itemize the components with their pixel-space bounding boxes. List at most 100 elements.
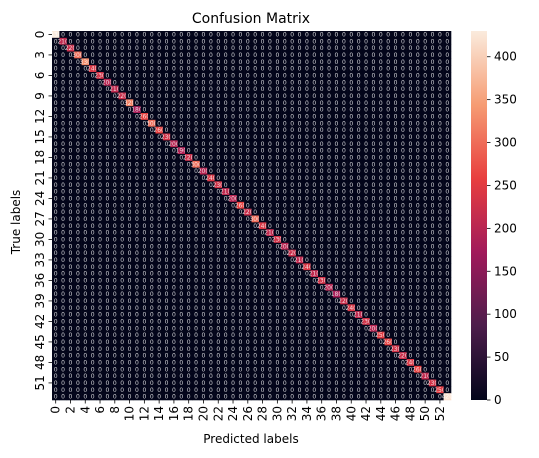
heatmap-cell <box>436 58 444 66</box>
cell-value: 0 <box>179 154 183 161</box>
cell-value: 0 <box>312 182 316 189</box>
heatmap-cell <box>421 31 430 39</box>
cell-value: 0 <box>312 52 316 59</box>
heatmap-cell <box>162 188 171 196</box>
cell-value: 0 <box>179 100 183 107</box>
cell-value: 0 <box>120 120 124 127</box>
cell-value: 0 <box>142 223 146 230</box>
heatmap-cell <box>229 236 238 244</box>
heatmap-cell <box>192 65 201 73</box>
cell-value: 0 <box>209 107 213 114</box>
cell-value: 0 <box>268 209 272 216</box>
heatmap-cell <box>148 37 156 45</box>
cell-value: 0 <box>76 223 80 230</box>
heatmap-cell <box>406 133 415 141</box>
cell-value: 0 <box>416 93 420 100</box>
cell-value: 0 <box>394 66 398 73</box>
cell-value: 0 <box>408 72 412 79</box>
heatmap-cell <box>428 160 437 168</box>
cell-value: 0 <box>120 79 124 86</box>
cell-value: 0 <box>261 45 265 52</box>
heatmap-cell <box>347 188 356 196</box>
cell-value: 0 <box>253 72 257 79</box>
heatmap-cell <box>377 174 385 182</box>
cell-value: 0 <box>408 161 412 168</box>
cell-value: 0 <box>120 66 124 73</box>
heatmap-cell <box>192 208 201 216</box>
heatmap-cell <box>229 188 238 196</box>
heatmap-cell <box>443 72 452 80</box>
heatmap-cell <box>96 160 105 168</box>
cell-value: 0 <box>150 66 154 73</box>
heatmap-cell <box>140 236 149 244</box>
heatmap-cell <box>310 167 319 175</box>
heatmap-cell <box>273 72 282 80</box>
cell-value: 0 <box>106 100 110 107</box>
heatmap-cell <box>443 154 452 162</box>
cell-value: 180 <box>131 107 143 114</box>
cell-value: 0 <box>202 175 206 182</box>
heatmap-cell <box>74 147 82 155</box>
heatmap-cell <box>347 65 356 73</box>
cell-value: 0 <box>83 168 87 175</box>
heatmap-cell <box>155 31 164 39</box>
heatmap-cell <box>347 160 356 168</box>
heatmap-cell <box>310 229 319 237</box>
heatmap-cell <box>207 181 215 189</box>
heatmap-cell <box>140 113 149 121</box>
cell-value: 0 <box>298 230 302 237</box>
heatmap-cell <box>74 37 82 45</box>
cell-value: 0 <box>290 223 294 230</box>
heatmap-cell <box>310 58 319 66</box>
cell-value: 0 <box>150 113 154 120</box>
cell-value: 0 <box>379 45 383 52</box>
cell-value: 0 <box>438 209 442 216</box>
cell-value: 0 <box>379 113 383 120</box>
cell-value: 0 <box>179 45 183 52</box>
heatmap-cell <box>406 167 415 175</box>
cell-value: 0 <box>401 141 405 148</box>
cell-value: 0 <box>283 148 287 155</box>
heatmap-cell <box>310 174 319 182</box>
cell-value: 0 <box>187 72 191 79</box>
cell-value: 0 <box>431 195 435 202</box>
heatmap-cell <box>111 58 119 66</box>
cell-value: 0 <box>106 230 110 237</box>
heatmap-cell <box>421 126 430 134</box>
heatmap-cell <box>266 195 274 203</box>
heatmap-cell <box>347 154 356 162</box>
heatmap-cell <box>295 208 304 216</box>
cell-value: 0 <box>394 86 398 93</box>
heatmap-cell <box>148 188 156 196</box>
cell-value: 0 <box>335 230 339 237</box>
cell-value: 0 <box>327 107 331 114</box>
heatmap-cell <box>103 72 112 80</box>
heatmap-cell <box>318 58 326 66</box>
cell-value: 0 <box>298 86 302 93</box>
cell-value: 0 <box>379 141 383 148</box>
cell-value: 0 <box>209 230 213 237</box>
heatmap-cell <box>251 229 260 237</box>
heatmap-cell <box>81 37 90 45</box>
cell-value: 0 <box>209 72 213 79</box>
heatmap-cell <box>170 31 178 39</box>
heatmap-cell <box>88 37 97 45</box>
heatmap-cell <box>273 31 282 39</box>
cell-value: 0 <box>305 216 309 223</box>
cell-value: 0 <box>54 72 58 79</box>
cell-value: 0 <box>142 134 146 141</box>
heatmap-cell <box>96 229 105 237</box>
cell-value: 0 <box>431 175 435 182</box>
heatmap-cell <box>133 229 141 237</box>
cell-value: 0 <box>157 189 161 196</box>
heatmap-cell <box>96 106 105 114</box>
cell-value: 260 <box>139 113 151 120</box>
cell-value: 0 <box>209 120 213 127</box>
cell-value: 0 <box>216 113 220 120</box>
heatmap-cell <box>258 229 267 237</box>
cell-value: 0 <box>120 202 124 209</box>
heatmap-cell <box>170 174 178 182</box>
cell-value: 0 <box>172 195 176 202</box>
cell-value: 0 <box>364 52 368 59</box>
cell-value: 0 <box>179 230 183 237</box>
